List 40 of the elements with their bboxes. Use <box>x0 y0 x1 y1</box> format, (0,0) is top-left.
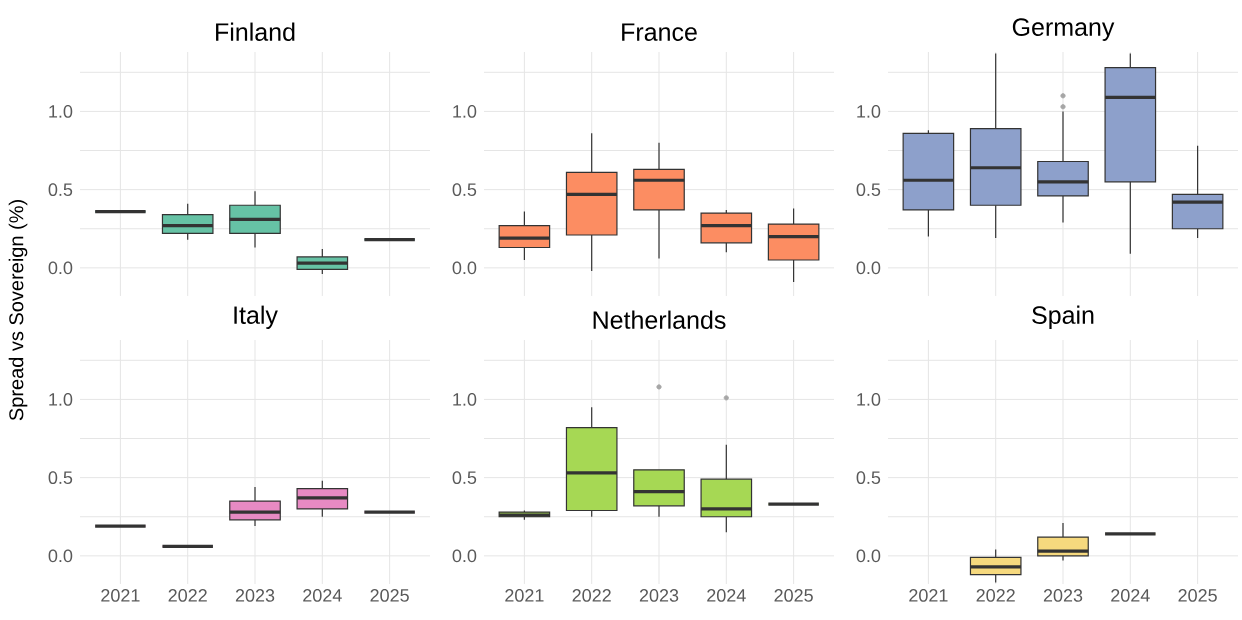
y-tick-label: 0.0 <box>452 549 477 563</box>
x-tick-label: 2024 <box>303 589 342 602</box>
x-tick-label: 2025 <box>1178 589 1217 602</box>
y-tick-label: 0.0 <box>856 549 881 563</box>
y-tick-label: 0.5 <box>856 471 881 485</box>
y-tick-label: 1.0 <box>453 105 477 118</box>
y-tick-label: 0.0 <box>452 261 477 275</box>
y-tick-label: 0.5 <box>856 183 881 197</box>
y-tick-label: 1.0 <box>857 393 881 406</box>
chart-title: Germany <box>1012 18 1115 41</box>
chart-title: France <box>622 23 697 41</box>
x-tick-label: 2022 <box>168 589 207 602</box>
y-tick-label: 1.0 <box>49 105 73 118</box>
x-tick-label: 2025 <box>774 589 813 602</box>
x-tick-label: 2022 <box>976 589 1015 602</box>
y-axis-title: Spread vs Sovereign (%) <box>8 200 28 421</box>
x-tick-label: 2023 <box>235 589 275 602</box>
x-tick-label: 2021 <box>505 589 544 602</box>
y-tick-label: 1.0 <box>453 393 477 406</box>
x-tick-label: 2021 <box>909 589 948 602</box>
y-tick-label: 1.0 <box>857 105 881 118</box>
chart-title: Finland <box>216 22 295 41</box>
x-tick-label: 2024 <box>1111 589 1150 602</box>
y-tick-label: 0.5 <box>452 471 477 485</box>
y-tick-label: 0.5 <box>48 183 73 197</box>
y-tick-label: 0.0 <box>48 261 73 275</box>
y-tick-label: 0.0 <box>856 261 881 275</box>
y-tick-label: 0.0 <box>48 549 73 563</box>
x-tick-label: 2023 <box>639 589 679 602</box>
y-tick-label: 0.5 <box>452 183 477 197</box>
chart-title: Netherlands <box>593 310 726 329</box>
y-tick-label: 0.5 <box>48 471 73 485</box>
chart-title: Spain <box>1032 305 1094 329</box>
x-tick-label: 2025 <box>370 589 409 602</box>
x-tick-label: 2024 <box>707 589 746 602</box>
chart-title: Italy <box>234 305 278 329</box>
x-tick-label: 2023 <box>1043 589 1083 602</box>
x-tick-label: 2021 <box>101 589 140 602</box>
y-tick-label: 1.0 <box>49 393 73 406</box>
x-tick-label: 2022 <box>572 589 611 602</box>
